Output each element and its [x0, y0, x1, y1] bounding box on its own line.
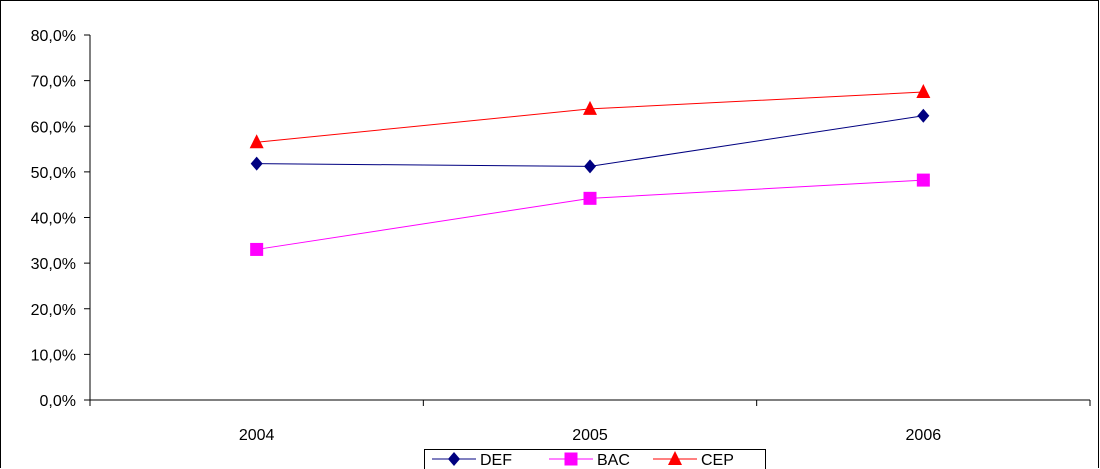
legend-label: BAC — [597, 452, 630, 469]
x-tick-label: 2006 — [906, 427, 942, 444]
y-tick-label: 80,0% — [31, 28, 76, 45]
x-axis-ticks: 2004 2005 2006 — [89, 400, 1091, 444]
y-tick-label: 10,0% — [31, 347, 76, 364]
y-tick-label: 40,0% — [31, 211, 76, 228]
series-def-point — [917, 108, 930, 123]
y-axis-ticks: 0,0% 10,0% 20,0% 30,0% 40,0% 50,0% 60,0% 70,0% 8… — [31, 28, 90, 410]
legend-label: CEP — [701, 452, 734, 469]
y-tick-label: 20,0% — [31, 302, 76, 319]
legend: DEF BAC CEP — [424, 449, 766, 469]
x-tick-label: 2005 — [572, 427, 608, 444]
axes — [89, 35, 1090, 401]
legend-marker — [668, 451, 682, 465]
series-cep-point — [249, 134, 264, 149]
series-cep-line — [256, 91, 924, 143]
legend-item-cep: CEP — [653, 451, 734, 469]
series-def-point — [250, 156, 263, 171]
series-def-point — [584, 159, 596, 174]
series-group — [249, 84, 931, 256]
series-bac-line — [256, 179, 924, 250]
y-tick-label: 30,0% — [31, 256, 76, 273]
series-def-line — [256, 115, 924, 167]
legend-item-def: DEF — [432, 452, 512, 469]
y-tick-label: 60,0% — [31, 119, 76, 136]
series-def — [250, 108, 930, 174]
legend-marker — [564, 452, 578, 466]
series-cep — [249, 84, 931, 149]
series-cep-point — [583, 100, 597, 115]
y-tick-label: 0,0% — [40, 393, 76, 410]
y-tick-label: 70,0% — [31, 74, 76, 91]
series-cep-point — [916, 84, 931, 99]
series-bac-point — [916, 173, 930, 187]
series-bac-point — [250, 242, 264, 256]
series-bac — [250, 173, 930, 256]
legend-label: DEF — [480, 452, 512, 469]
legend-marker — [448, 452, 460, 466]
legend-item-bac: BAC — [549, 452, 630, 469]
series-bac-point — [583, 191, 597, 205]
y-tick-label: 50,0% — [31, 165, 76, 182]
x-tick-label: 2004 — [239, 427, 275, 444]
